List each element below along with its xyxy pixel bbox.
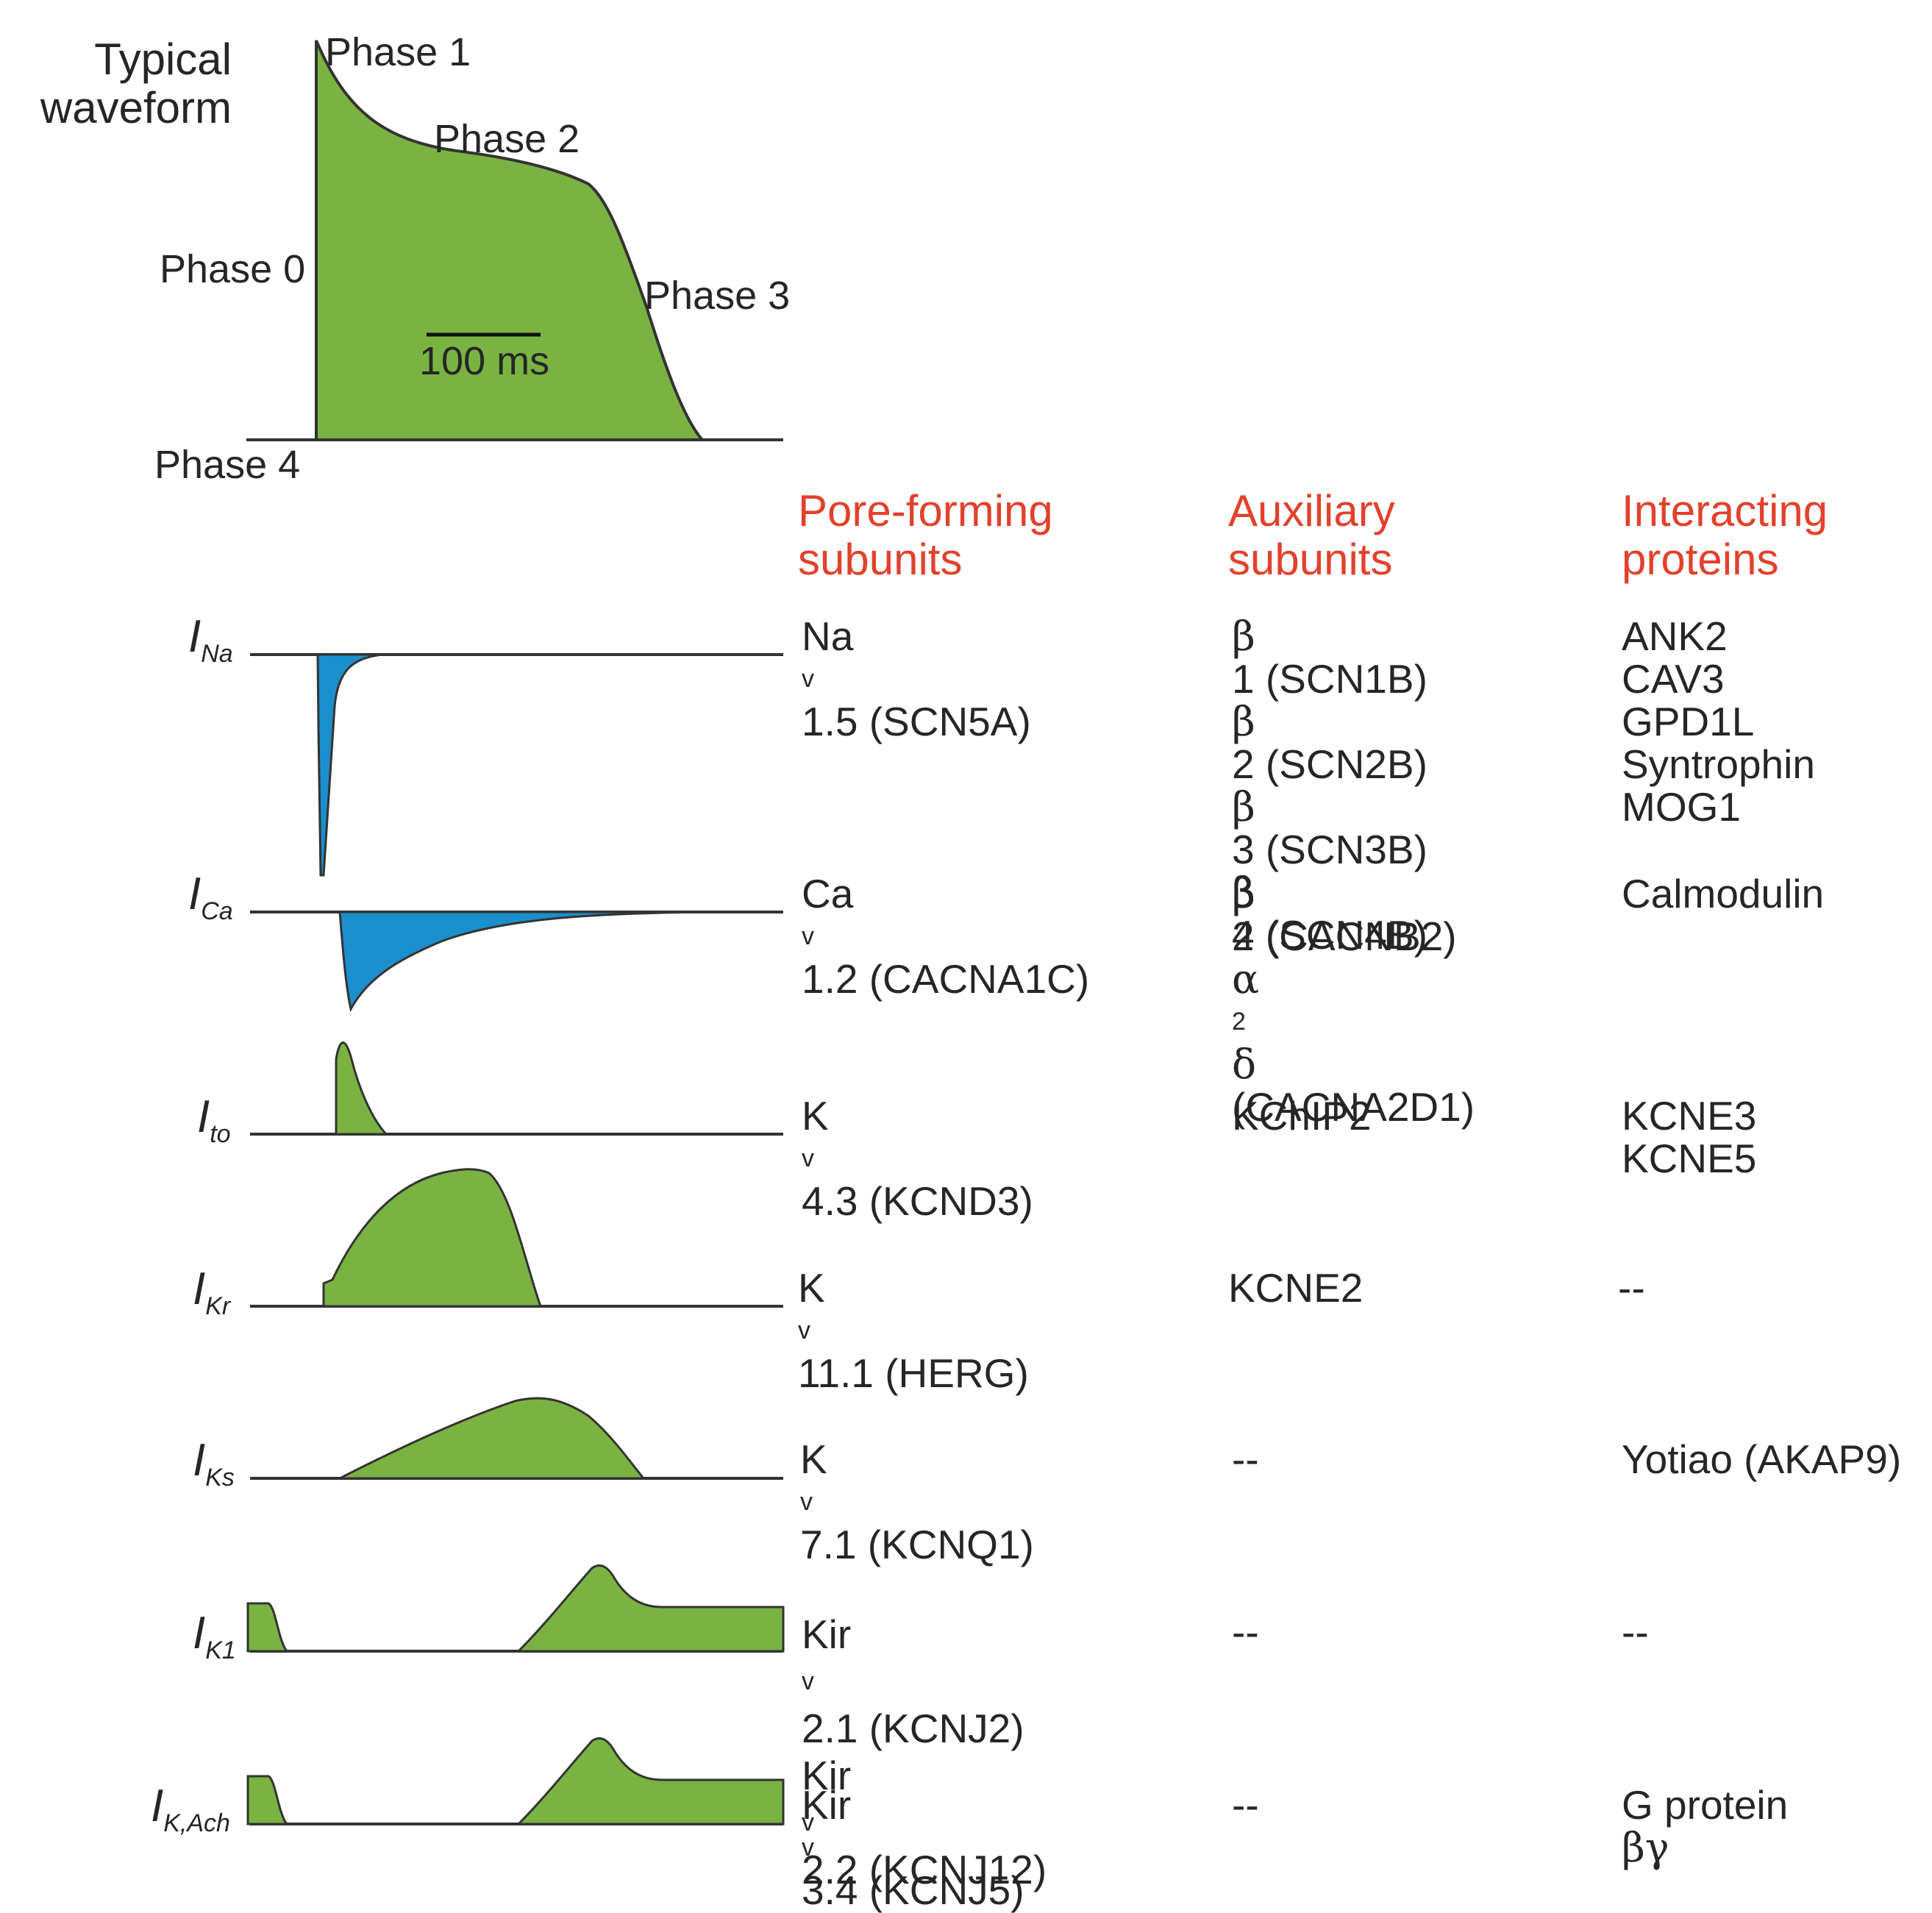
header-auxiliary: Auxiliary subunits <box>1228 486 1395 584</box>
current-label-ikr: IKr <box>193 1264 231 1321</box>
interacting-cell-ik1: -- <box>1622 1611 1649 1653</box>
ik1-trace-late <box>516 1564 785 1653</box>
interacting-cell-ikr: -- <box>1618 1267 1645 1309</box>
interacting-item: KCNE5 <box>1622 1136 1757 1181</box>
current-label-ito: Ito <box>197 1091 231 1149</box>
ikr-trace <box>322 1168 543 1308</box>
current-label-ikach: IK,Ach <box>151 1781 230 1838</box>
header-pore-forming: Pore-forming subunits <box>798 486 1053 584</box>
iks-trace <box>339 1397 646 1480</box>
pore-cell-ina: Na v 1.5 (SCN5A) <box>802 615 1031 743</box>
ikach-trace-late <box>516 1737 785 1825</box>
traces-svg <box>246 40 785 1825</box>
ik1-trace-early <box>246 1602 290 1653</box>
interacting-item: MOG1 <box>1622 784 1741 830</box>
interacting-item: Yotiao (AKAP9) <box>1622 1436 1902 1482</box>
pore-item: Kir v 2.1 (KCNJ2) <box>802 1611 1024 1751</box>
aux-cell-iks: -- <box>1232 1438 1259 1481</box>
interacting-item: ANK2 <box>1622 613 1728 659</box>
aux-item: KChIP2 <box>1232 1093 1372 1139</box>
aux-item: -- <box>1232 1782 1259 1828</box>
aux-item: -- <box>1232 1609 1259 1655</box>
phase4-label: Phase 4 <box>154 443 301 487</box>
aux-cell-ikr: KCNE2 <box>1228 1267 1363 1309</box>
phase1-label: Phase 1 <box>325 30 471 74</box>
interacting-cell-ina: ANK2 CAV3 GPD1L Syntrophin MOG1 <box>1622 615 1815 828</box>
interacting-item: GPD1L <box>1622 699 1755 744</box>
pore-item: Kir v 3.4 (KCNJ5) <box>802 1782 1024 1913</box>
phase3-label: Phase 3 <box>644 274 791 318</box>
interacting-item: G protein βγ <box>1622 1782 1789 1871</box>
current-label-ina: INa <box>188 611 233 669</box>
ito-trace <box>335 1041 389 1136</box>
pore-cell-ikach: Kir v 3.4 (KCNJ5) <box>802 1784 1024 1912</box>
current-label-iks: IKs <box>193 1435 235 1492</box>
waveform-title: Typical waveform <box>22 35 232 132</box>
interacting-cell-ikach: G protein βγ <box>1622 1784 1788 1869</box>
ion-channel-figure: Typical waveform Phase 1 Phase 2 Phase 0… <box>22 30 1901 1912</box>
pore-cell-ica: Ca v 1.2 (CACNA1C) <box>802 872 1089 1000</box>
header-interacting: Interacting proteins <box>1622 486 1828 584</box>
current-label-ik1: IK1 <box>193 1608 236 1665</box>
phase2-label: Phase 2 <box>434 117 580 161</box>
interacting-cell-ica: Calmodulin <box>1622 872 1824 915</box>
interacting-item: -- <box>1622 1609 1649 1655</box>
interacting-cell-ito: KCNE3 KCNE5 <box>1622 1094 1756 1180</box>
waveform-title-line2: waveform <box>40 83 232 132</box>
phase0-label: Phase 0 <box>160 247 306 291</box>
interacting-item: KCNE3 <box>1622 1093 1757 1139</box>
aux-cell-ito: KChIP2 <box>1232 1094 1372 1137</box>
current-label-ica: ICa <box>188 869 233 926</box>
ica-trace <box>338 911 736 1013</box>
ina-trace <box>316 653 383 877</box>
interacting-item: Calmodulin <box>1622 871 1825 916</box>
pore-item: Na v 1.5 (SCN5A) <box>802 613 1031 744</box>
scale-bar-label: 100 ms <box>419 339 550 383</box>
waveform-title-line1: Typical <box>94 35 232 84</box>
ikach-trace-early <box>246 1775 290 1825</box>
aux-cell-ik1: -- <box>1232 1611 1259 1653</box>
interacting-cell-iks: Yotiao (AKAP9) <box>1622 1438 1901 1481</box>
aux-item: KCNE2 <box>1228 1265 1364 1311</box>
interacting-item: CAV3 <box>1622 656 1725 702</box>
aux-item: -- <box>1232 1436 1259 1482</box>
interacting-item: -- <box>1618 1265 1645 1311</box>
pore-item: Ca v 1.2 (CACNA1C) <box>802 871 1090 1002</box>
aux-cell-ikach: -- <box>1232 1784 1259 1826</box>
action-potential-waveform <box>315 40 706 441</box>
interacting-item: Syntrophin <box>1622 741 1815 787</box>
